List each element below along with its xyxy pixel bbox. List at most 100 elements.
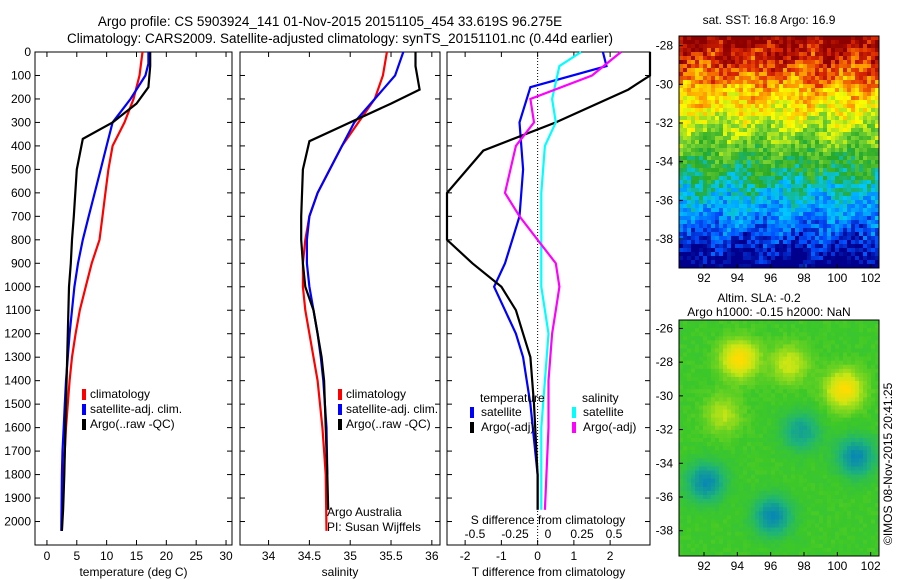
- map-cell: [751, 256, 756, 261]
- map-cell: [703, 433, 708, 439]
- map-cell: [779, 92, 784, 97]
- map-cell: [807, 442, 812, 447]
- map-cell: [719, 417, 724, 423]
- map-cell: [803, 80, 808, 85]
- map-cell: [839, 248, 844, 253]
- map-cell: [823, 216, 828, 221]
- map-cell: [755, 328, 760, 333]
- map-cell: [683, 368, 688, 374]
- map-cell: [699, 397, 704, 402]
- map-cell: [735, 421, 740, 427]
- map-cell: [831, 64, 836, 69]
- map-cell: [831, 96, 836, 101]
- map-cell: [735, 212, 740, 217]
- map-cell: [723, 244, 728, 249]
- map-cell: [763, 56, 768, 61]
- map-cell: [779, 320, 784, 325]
- map-cell: [827, 228, 832, 233]
- map-cell: [851, 44, 856, 49]
- map-cell: [687, 156, 692, 161]
- map-cell: [831, 324, 836, 329]
- map-cell: [831, 136, 836, 141]
- map-cell: [827, 96, 832, 101]
- map-cell: [759, 364, 764, 370]
- map-cell: [839, 48, 844, 53]
- map-cell: [867, 96, 872, 101]
- map-cell: [851, 52, 856, 57]
- map-cell: [707, 204, 712, 209]
- map-cell: [811, 136, 816, 141]
- map-cell: [759, 224, 764, 229]
- map-cell: [795, 260, 800, 265]
- map-cell: [771, 256, 776, 261]
- map-cell: [743, 56, 748, 61]
- map-cell: [847, 442, 852, 447]
- map-cell: [823, 425, 828, 431]
- map-cell: [771, 438, 776, 443]
- map-cell: [695, 188, 700, 193]
- map-cell: [867, 148, 872, 153]
- map-cell: [819, 336, 824, 341]
- map-cell: [835, 112, 840, 117]
- map-cell: [687, 236, 692, 241]
- map-cell: [803, 108, 808, 113]
- map-cell: [819, 80, 824, 85]
- map-cell: [811, 132, 816, 137]
- map-cell: [739, 446, 744, 451]
- map-cell: [811, 224, 816, 229]
- map-cell: [815, 104, 820, 109]
- map-cell: [815, 462, 820, 467]
- map-cell: [855, 228, 860, 233]
- map-cell: [775, 344, 780, 349]
- map-cell: [723, 96, 728, 101]
- map-cell: [751, 220, 756, 225]
- map-cell: [739, 421, 744, 427]
- map-cell: [855, 64, 860, 69]
- map-cell: [779, 52, 784, 57]
- map-cell: [827, 252, 832, 257]
- map-cell: [679, 124, 684, 129]
- map-cell: [823, 88, 828, 93]
- x-tick-label: 94: [731, 271, 745, 285]
- map-cell: [807, 348, 812, 353]
- map-cell: [687, 438, 692, 443]
- map-cell: [763, 152, 768, 157]
- map-cell: [687, 212, 692, 217]
- map-cell: [847, 438, 852, 443]
- map-cell: [787, 116, 792, 121]
- map-cell: [711, 152, 716, 157]
- map-cell: [779, 413, 784, 419]
- map-cell: [863, 92, 868, 97]
- x2-axis-label: S difference from climatology: [471, 513, 626, 527]
- map-cell: [787, 160, 792, 165]
- map-cell: [847, 204, 852, 209]
- legend-label: Argo(-adj): [583, 420, 636, 434]
- map-cell: [791, 405, 796, 410]
- map-cell: [703, 216, 708, 221]
- map-cell: [695, 340, 700, 345]
- map-cell: [707, 56, 712, 61]
- map-cell: [699, 108, 704, 113]
- map-cell: [839, 446, 844, 451]
- map-cell: [723, 336, 728, 341]
- map-cell: [803, 172, 808, 177]
- map-cell: [783, 80, 788, 85]
- map-cell: [731, 128, 736, 133]
- map-cell: [795, 256, 800, 261]
- map-cell: [751, 228, 756, 233]
- map-cell: [715, 92, 720, 97]
- map-cell: [683, 152, 688, 157]
- map-cell: [719, 393, 724, 398]
- map-cell: [799, 200, 804, 205]
- map-cell: [871, 200, 876, 205]
- map-cell: [747, 88, 752, 93]
- map-cell: [711, 120, 716, 125]
- map-cell: [715, 260, 720, 265]
- map-cell: [779, 144, 784, 149]
- map-cell: [863, 220, 868, 225]
- map-cell: [727, 393, 732, 398]
- map-cell: [847, 44, 852, 49]
- map-cell: [859, 442, 864, 447]
- map-cell: [863, 116, 868, 121]
- map-cell: [819, 417, 824, 423]
